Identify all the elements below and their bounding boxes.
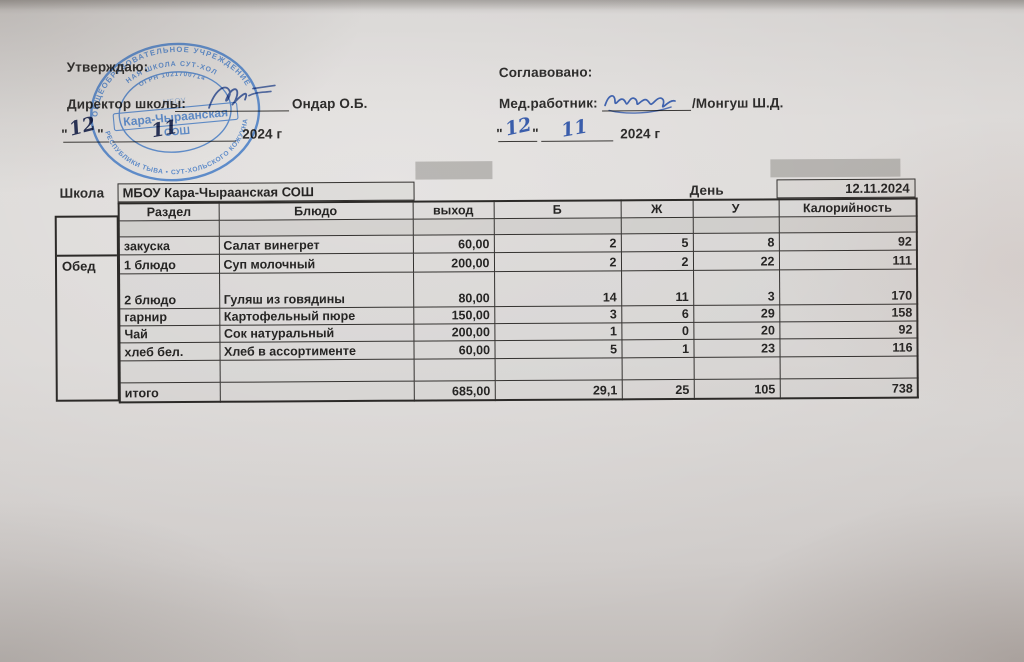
meal-group-box: Обед	[54, 215, 120, 402]
cell-section: 2 блюдо	[119, 272, 220, 309]
right-day-line	[498, 140, 538, 143]
cell-protein: 1	[494, 322, 622, 341]
cell-out: 60,00	[412, 234, 494, 253]
cell-section: Чай	[119, 324, 220, 343]
stamp-center-mbou: МБОУ	[162, 96, 187, 107]
cell-out: 200,00	[413, 323, 495, 341]
cell-fat: 1	[621, 338, 694, 358]
cell-carbs: 29	[693, 304, 780, 322]
med-signature	[604, 95, 676, 114]
total-calories: 738	[779, 377, 918, 399]
cell-protein: 2	[493, 251, 622, 272]
cell-dish: Сок натуральный	[219, 323, 414, 342]
cell-carbs: 3	[693, 269, 780, 305]
col-header-out: выход	[412, 201, 494, 219]
cell-out: 200,00	[412, 252, 495, 272]
cell-protein: 14	[494, 270, 622, 307]
shaded-cell-artifact	[770, 158, 901, 178]
cell-section: гарнир	[119, 307, 220, 326]
cell-protein: 2	[493, 233, 621, 253]
col-header-dish: Блюдо	[218, 201, 413, 220]
col-header-protein: Б	[493, 200, 621, 219]
menu-row: 2 блюдо Гуляш из говядины 80,00 14 11 3 …	[119, 268, 918, 309]
col-header-fat: Ж	[620, 199, 693, 218]
total-row: итого 685,00 29,1 25 105 738	[119, 377, 918, 403]
total-label: итого	[119, 381, 220, 403]
left-date-quote-open: "	[61, 126, 68, 142]
right-date-quote-open: "	[496, 126, 503, 142]
school-name-cell: МБОУ Кара-Чыраанская СОШ	[117, 181, 415, 203]
cell-calories: 92	[778, 231, 917, 251]
menu-table: Раздел Блюдо выход Б Ж У Калорийность за…	[117, 197, 919, 404]
cell-out: 60,00	[413, 340, 495, 359]
total-out: 685,00	[413, 380, 495, 401]
cell-carbs: 8	[692, 232, 779, 251]
stamp-center-sosh: СОШ	[163, 125, 190, 139]
meal-group-divider	[56, 254, 117, 257]
cell-calories: 158	[779, 303, 918, 322]
date-cell: 12.11.2024	[776, 178, 916, 199]
col-header-section: Раздел	[118, 202, 219, 221]
right-date-quote-close: "	[532, 125, 539, 141]
cell-carbs: 20	[693, 321, 780, 339]
right-year-label: 2024 г	[620, 126, 661, 142]
cell-carbs: 23	[693, 338, 780, 357]
cell-dish: Гуляш из говядины	[219, 271, 414, 308]
cell-section: закуска	[118, 235, 219, 255]
cell-calories: 116	[779, 337, 918, 357]
cell-fat: 6	[621, 304, 694, 323]
cell-out: 150,00	[413, 306, 495, 324]
med-worker-label: Мед.работник:	[498, 95, 598, 112]
cell-section: хлеб бел.	[119, 341, 220, 361]
school-stamp: ОБЩЕОБРАЗОВАТЕЛЬНОЕ УЧРЕЖДЕНИЕ НАЯ ШКОЛА…	[84, 38, 261, 183]
cell-calories: 170	[779, 268, 918, 305]
total-fat: 25	[621, 378, 694, 400]
cell-dish: Салат винегрет	[218, 234, 413, 254]
approve-right-title: Соглавовано:	[498, 64, 593, 81]
total-carbs: 105	[693, 378, 780, 399]
cell-carbs: 22	[692, 250, 780, 270]
cell-out: 80,00	[413, 271, 495, 307]
cell-calories: 92	[779, 320, 918, 339]
shaded-cell-artifact	[415, 161, 493, 180]
day-label: День	[689, 182, 724, 198]
cell-protein: 3	[494, 305, 622, 324]
cell-fat: 0	[621, 321, 694, 340]
col-header-calories: Калорийность	[778, 198, 917, 217]
total-dish-empty	[219, 380, 414, 402]
cell-dish: Суп молочный	[218, 252, 414, 273]
med-worker-name: /Монгуш Ш.Д.	[691, 95, 784, 111]
cell-dish: Картофельный пюре	[219, 306, 414, 325]
director-signature	[208, 84, 276, 109]
right-handwritten-day: 12	[503, 113, 534, 141]
meal-group-label: Обед	[61, 258, 96, 274]
school-name: МБОУ Кара-Чыраанская СОШ	[122, 184, 314, 201]
col-header-carbs: У	[692, 199, 779, 217]
school-label: Школа	[59, 185, 105, 201]
cell-section: 1 блюдо	[118, 253, 220, 274]
cell-protein: 5	[494, 339, 622, 359]
menu-date: 12.11.2024	[845, 180, 910, 196]
cell-fat: 5	[620, 232, 693, 252]
cell-fat: 11	[621, 269, 694, 306]
cell-calories: 111	[778, 249, 918, 270]
cell-fat: 2	[620, 250, 694, 271]
right-month-line	[541, 140, 614, 142]
right-handwritten-month: 11	[559, 115, 590, 142]
total-protein: 29,1	[494, 379, 622, 401]
cell-dish: Хлеб в ассортименте	[219, 340, 414, 360]
